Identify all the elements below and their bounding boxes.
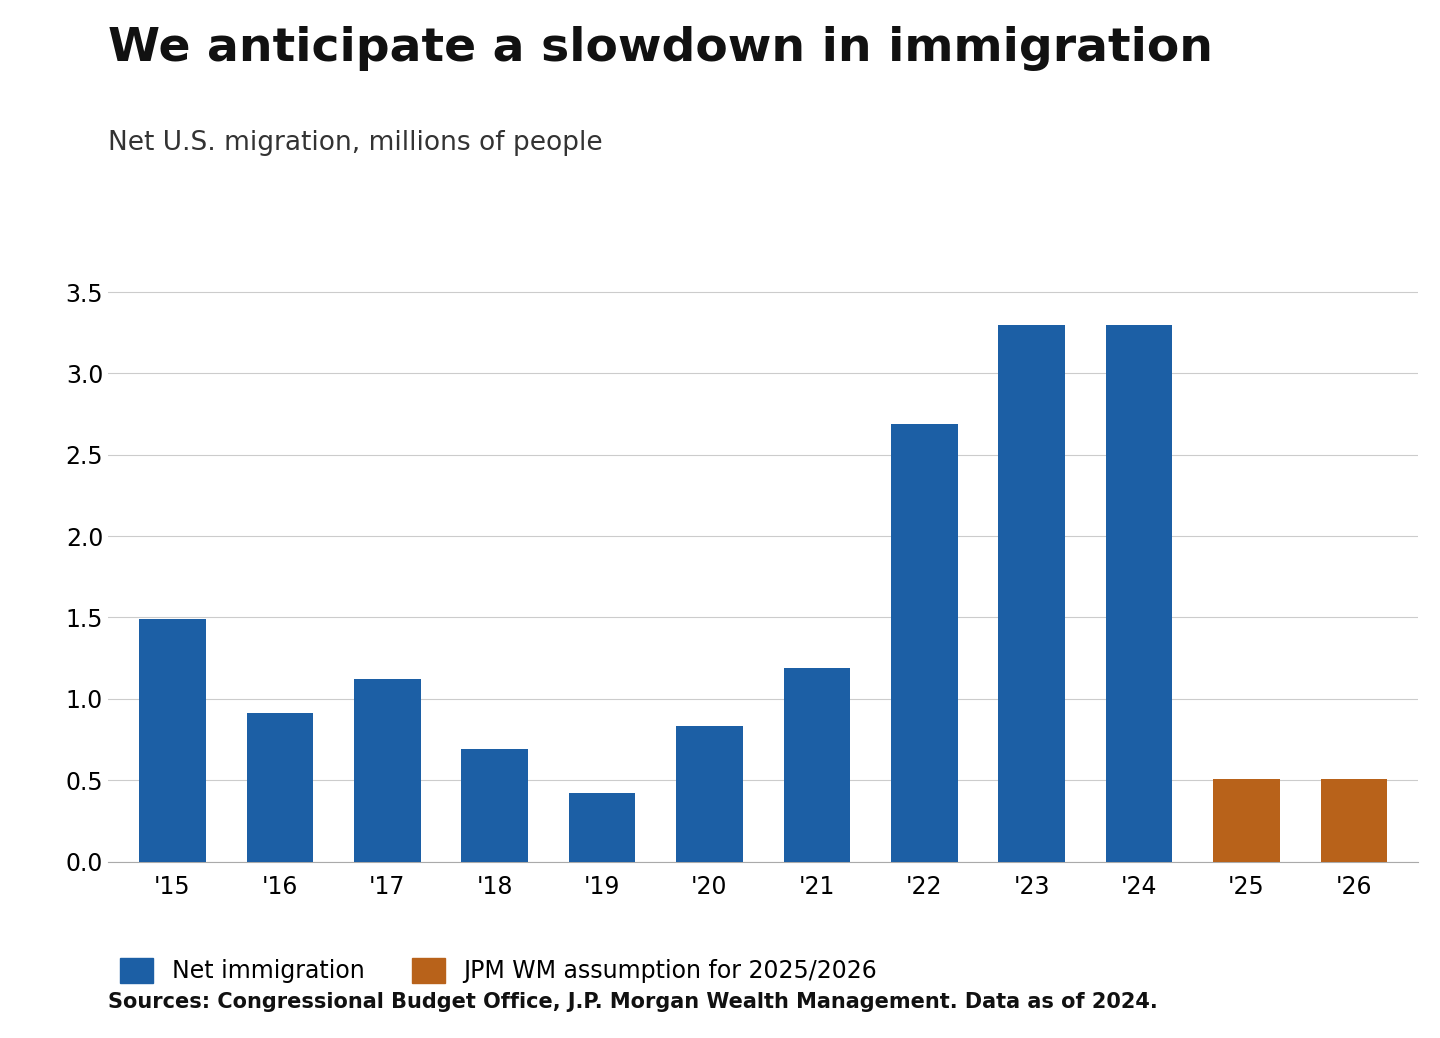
Bar — [1320, 778, 1387, 862]
Bar — [891, 424, 958, 862]
Bar — [1106, 325, 1172, 862]
Bar — [246, 713, 312, 862]
Text: We anticipate a slowdown in immigration: We anticipate a slowdown in immigration — [108, 26, 1212, 71]
Bar — [783, 667, 850, 862]
Bar — [354, 679, 420, 862]
Bar — [140, 619, 206, 862]
Bar — [569, 793, 635, 862]
Bar — [461, 749, 528, 862]
Bar — [998, 325, 1066, 862]
Bar — [677, 727, 743, 862]
Text: Sources: Congressional Budget Office, J.P. Morgan Wealth Management. Data as of : Sources: Congressional Budget Office, J.… — [108, 992, 1158, 1012]
Legend: Net immigration, JPM WM assumption for 2025/2026: Net immigration, JPM WM assumption for 2… — [120, 958, 877, 983]
Text: Net U.S. migration, millions of people: Net U.S. migration, millions of people — [108, 130, 602, 156]
Bar — [1214, 778, 1280, 862]
